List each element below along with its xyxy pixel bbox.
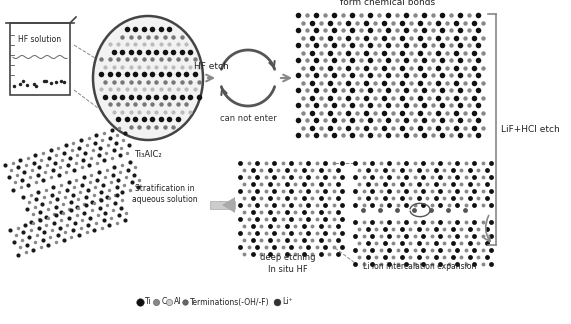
Text: Al: Al [174, 297, 181, 307]
Text: HF solution: HF solution [18, 36, 62, 44]
Text: can not enter: can not enter [220, 114, 276, 123]
Text: form chemical bonds: form chemical bonds [340, 0, 435, 7]
Text: LiF+HCl etch: LiF+HCl etch [501, 125, 560, 134]
Text: Li ion intercalation expansion: Li ion intercalation expansion [363, 262, 477, 271]
Text: Ti₃AlC₂: Ti₃AlC₂ [134, 150, 162, 159]
Ellipse shape [93, 16, 203, 140]
Polygon shape [222, 197, 235, 213]
Text: Stratification in
aqueous solution: Stratification in aqueous solution [132, 184, 198, 204]
Text: C: C [162, 297, 167, 307]
Text: deep etching
In situ HF: deep etching In situ HF [260, 253, 315, 274]
Text: Li⁺: Li⁺ [282, 297, 292, 307]
Text: Ti: Ti [145, 297, 152, 307]
Text: Terminations(-OH/-F): Terminations(-OH/-F) [190, 297, 270, 307]
Polygon shape [210, 201, 235, 209]
Text: HF etch: HF etch [194, 62, 229, 71]
